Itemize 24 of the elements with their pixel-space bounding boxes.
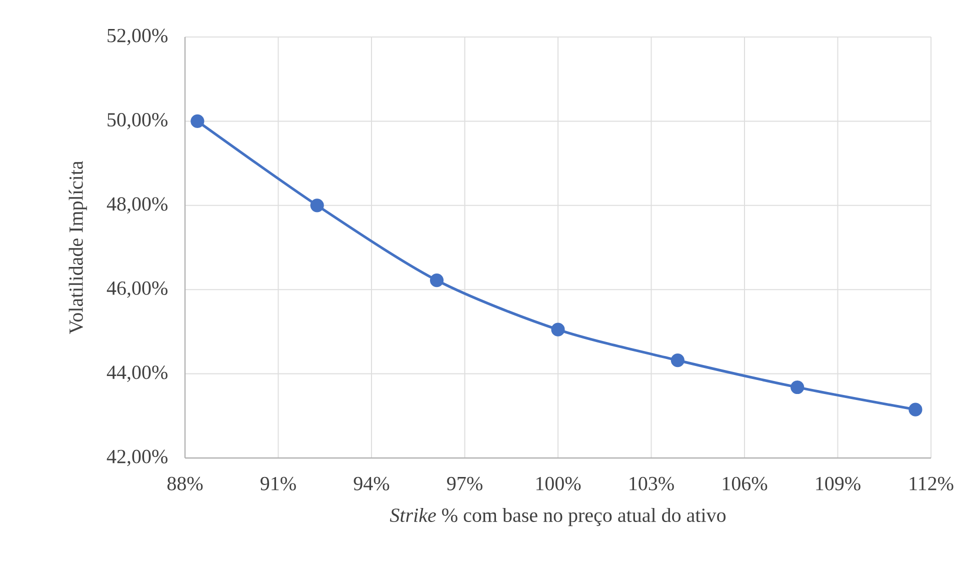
x-tick-label: 91% (260, 476, 296, 490)
point (430, 274, 444, 288)
y-tick-label: 50,00% (108, 113, 168, 130)
x-tick-label: 109% (816, 476, 860, 490)
x-tick-label: 94% (354, 476, 390, 490)
y-axis-title: Volatilidade Implícita (68, 160, 87, 334)
y-tick-label: 52,00% (108, 28, 168, 46)
y-tick-label: 44,00% (106, 366, 168, 382)
point (670, 354, 684, 368)
x-tick-label: 106% (722, 476, 768, 490)
y-tick-label: 46,00% (106, 281, 168, 298)
point (551, 322, 565, 336)
point (790, 380, 804, 394)
point (190, 114, 204, 128)
x-tick-label: 88% (167, 476, 203, 490)
y-tick-label: 42,00% (106, 450, 168, 466)
y-tick-label: 48,00% (106, 197, 168, 214)
x-tick-label: 97% (447, 476, 482, 490)
x-axis-title: Strike % com base no preço atual do ativo (390, 508, 726, 526)
x-tick-label: 100% (536, 476, 581, 490)
x-tick-label: 103% (630, 476, 674, 490)
x-tick-label: 112% (910, 476, 954, 490)
point (908, 402, 922, 416)
point (310, 198, 324, 212)
